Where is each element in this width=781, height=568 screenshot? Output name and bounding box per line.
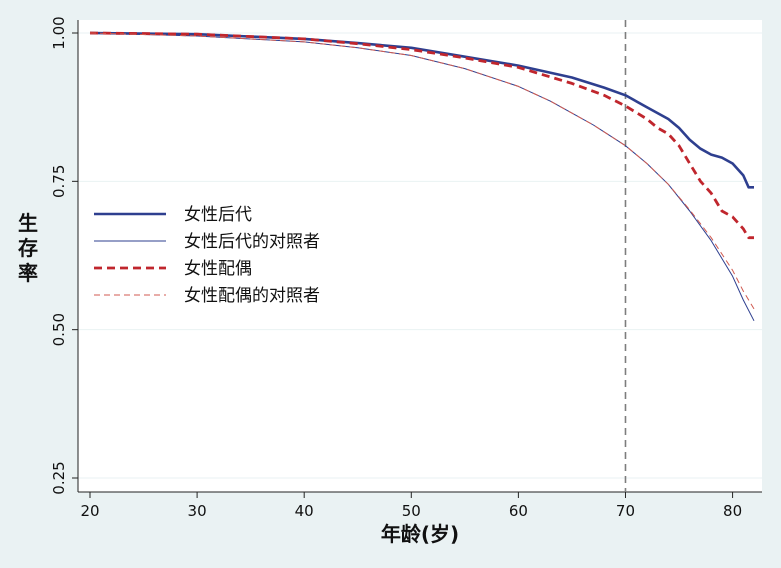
legend-label: 女性配偶的对照者 [184,286,320,306]
legend-label: 女性后代的对照者 [184,232,320,252]
x-tick-label: 80 [723,502,742,520]
y-tick-label: 1.00 [50,16,68,49]
series-group [89,31,755,322]
x-axis-title: 年龄(岁) [381,522,459,546]
y-tick-label: 0.50 [50,313,68,346]
axes: 0.25 0.50 0.75 1.00 20 30 40 50 60 70 80 [50,16,762,520]
x-tick-label: 40 [295,502,314,520]
x-tick-label: 60 [509,502,528,520]
legend-label: 女性后代 [184,205,252,225]
x-tick-label: 70 [616,502,635,520]
series-line-1 [89,31,754,189]
x-tick-label: 30 [188,502,207,520]
x-tick-label: 50 [402,502,421,520]
x-tick-label: 20 [80,502,99,520]
y-tick-label: 0.25 [50,461,68,494]
series-line-2 [89,32,755,322]
y-tick-label: 0.75 [50,165,68,198]
plot-area [78,20,762,492]
y-axis-title: 生存率 [18,211,38,285]
legend-label: 女性配偶 [184,259,252,279]
series-line-3 [89,31,754,240]
